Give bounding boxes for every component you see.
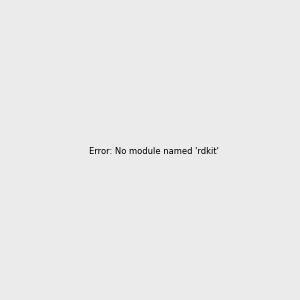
Text: Error: No module named 'rdkit': Error: No module named 'rdkit' xyxy=(89,147,219,156)
